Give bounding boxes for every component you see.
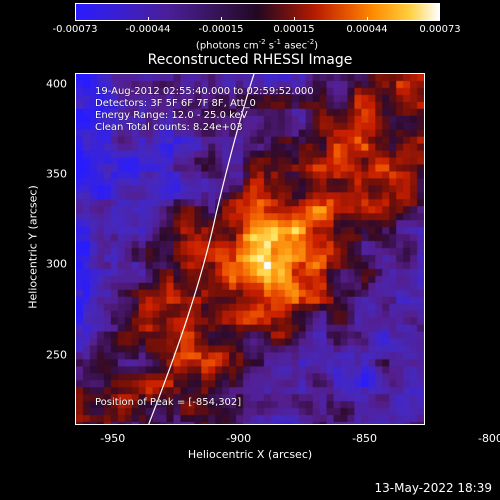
- y-axis-label: Heliocentric Y (arcsec): [26, 185, 40, 309]
- solar-limb-line: [148, 74, 255, 424]
- x-axis-tick-label: -850: [352, 432, 378, 445]
- y-axis-tick-label: 300: [46, 257, 67, 271]
- colorbar-tick-mark: [367, 17, 368, 21]
- colorbar-tick-mark: [148, 17, 149, 21]
- colorbar-tick-mark: [75, 17, 76, 21]
- colorbar-tick-label: -0.00015: [198, 24, 244, 35]
- image-plot-area: [75, 73, 425, 425]
- rhessi-image-heatmap: [76, 74, 424, 424]
- colorbar-tick-label: 0.00044: [346, 24, 388, 35]
- colorbar-tick-mark: [221, 17, 222, 21]
- detectors-text: Detectors: 3F 5F 6F 7F 8F, Att_0: [95, 98, 256, 109]
- plot-title: Reconstructed RHESSI Image: [147, 52, 353, 68]
- y-axis-tick-label: 350: [46, 167, 67, 181]
- colorbar-tick-label: -0.00073: [52, 24, 98, 35]
- x-axis-label: Heliocentric X (arcsec): [187, 448, 313, 461]
- x-axis-tick-label: -800: [477, 432, 500, 445]
- colorbar-tick-label: 0.00073: [419, 24, 461, 35]
- x-axis-tick-label: -950: [100, 432, 126, 445]
- colorbar-gradient: [76, 4, 439, 20]
- method-counts-text: Clean Total counts: 8.24e+03: [95, 122, 243, 133]
- colorbar: [75, 3, 440, 21]
- date-stamp: 13-May-2022 18:39: [374, 481, 492, 495]
- energy-range-text: Energy Range: 12.0 - 25.0 keV: [95, 110, 248, 121]
- y-axis-tick-label: 250: [46, 348, 67, 362]
- colorbar-tick-label: -0.00044: [125, 24, 171, 35]
- solar-limb-overlay: [148, 74, 255, 424]
- colorbar-tick-mark: [294, 17, 295, 21]
- colorbar-tick-mark: [439, 17, 440, 21]
- colorbar-units: (photons cm-2 s-1 asec-2): [195, 38, 319, 52]
- time-range-text: 19-Aug-2012 02:55:40.000 to 02:59:52.000: [95, 86, 314, 97]
- y-axis-tick-label: 400: [46, 77, 67, 91]
- peak-position-text: Position of Peak = [-854,302]: [95, 397, 242, 408]
- colorbar-tick-label: 0.00015: [273, 24, 315, 35]
- x-axis-tick-label: -900: [226, 432, 252, 445]
